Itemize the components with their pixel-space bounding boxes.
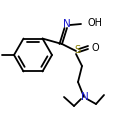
Text: O: O — [92, 43, 100, 53]
Text: OH: OH — [88, 18, 103, 28]
Text: S: S — [74, 45, 80, 55]
Text: N: N — [81, 92, 89, 102]
Text: N: N — [63, 19, 71, 29]
